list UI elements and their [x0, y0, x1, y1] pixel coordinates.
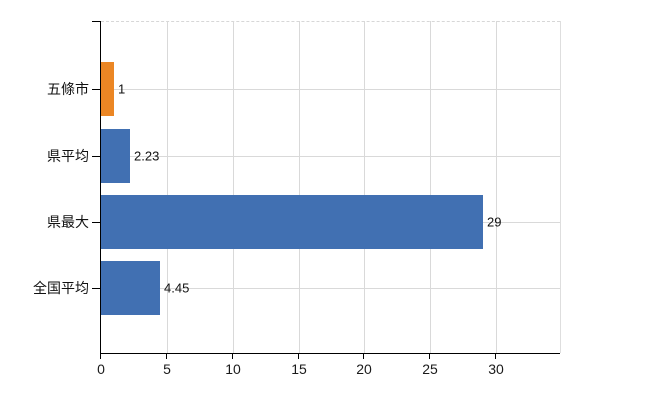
value-label: 4.45 [164, 280, 190, 296]
x-tick-label: 5 [163, 361, 171, 377]
x-axis-line [100, 353, 560, 354]
x-axis-tick [166, 354, 167, 359]
bar-県最大 [101, 195, 483, 249]
x-axis-tick [429, 354, 430, 359]
value-label: 1 [118, 81, 126, 97]
x-axis-tick [363, 354, 364, 359]
bar-五條市 [101, 62, 114, 116]
x-tick-label: 30 [488, 361, 504, 377]
category-label: 全国平均 [33, 280, 89, 296]
x-axis-tick [298, 354, 299, 359]
x-axis-tick [495, 354, 496, 359]
vertical-gridline [496, 21, 497, 353]
y-axis-tick [92, 222, 100, 223]
x-axis-tick [100, 354, 101, 359]
vertical-gridline [299, 21, 300, 353]
y-axis-tick [92, 89, 100, 90]
value-label: 2.23 [134, 148, 160, 164]
horizontal-gridline [101, 288, 560, 289]
x-tick-label: 15 [291, 361, 307, 377]
vertical-gridline [233, 21, 234, 353]
plot-top-border [101, 21, 560, 22]
plot-right-border [560, 21, 561, 353]
x-axis-tick [232, 354, 233, 359]
vertical-gridline [167, 21, 168, 353]
horizontal-gridline [101, 89, 560, 90]
category-label: 県平均 [47, 148, 89, 164]
horizontal-gridline [101, 156, 560, 157]
x-tick-label: 20 [356, 361, 372, 377]
y-axis-tick [92, 156, 100, 157]
x-tick-label: 0 [97, 361, 105, 377]
category-label: 五條市 [47, 81, 89, 97]
y-axis-top-tick [92, 21, 100, 22]
y-axis-line [100, 21, 101, 353]
bar-県平均 [101, 129, 130, 183]
vertical-gridline [364, 21, 365, 353]
vertical-gridline [430, 21, 431, 353]
category-label: 県最大 [47, 214, 89, 230]
x-tick-label: 10 [225, 361, 241, 377]
bar-全国平均 [101, 261, 160, 315]
x-tick-label: 25 [422, 361, 438, 377]
value-label: 29 [487, 214, 502, 230]
y-axis-tick [92, 288, 100, 289]
